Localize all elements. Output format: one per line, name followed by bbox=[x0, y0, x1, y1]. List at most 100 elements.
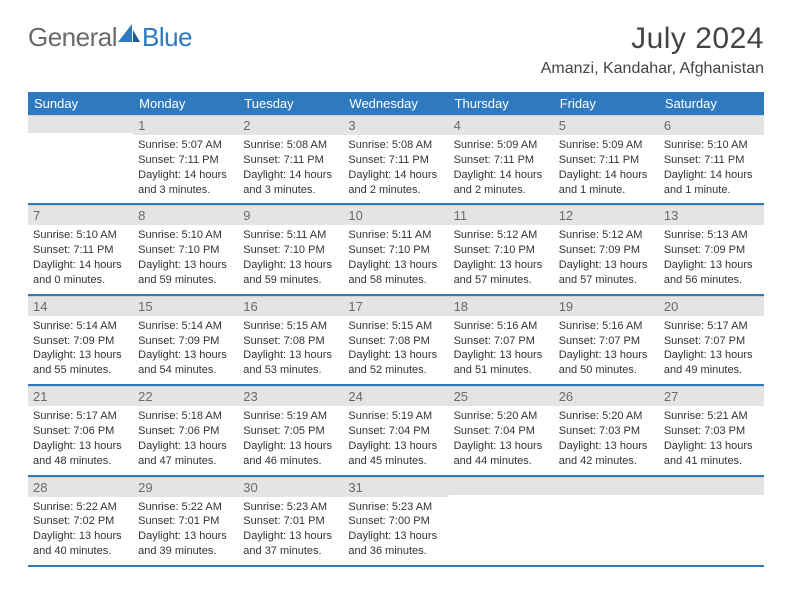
day-body: Sunrise: 5:23 AMSunset: 7:01 PMDaylight:… bbox=[238, 497, 343, 565]
day-body: Sunrise: 5:22 AMSunset: 7:01 PMDaylight:… bbox=[133, 497, 238, 565]
calendar-cell: 22Sunrise: 5:18 AMSunset: 7:06 PMDayligh… bbox=[133, 385, 238, 475]
calendar-week: 28Sunrise: 5:22 AMSunset: 7:02 PMDayligh… bbox=[28, 476, 764, 566]
calendar-cell: 28 Sunrise: 5:22 AMSunset: 7:02 PMDayligh… bbox=[28, 476, 133, 566]
day-body: Sunrise: 5:21 AMSunset: 7:03 PMDaylight:… bbox=[659, 406, 764, 474]
col-sunday: Sunday bbox=[28, 92, 133, 115]
sunset-text: Sunset: 7:11 PM bbox=[243, 153, 338, 168]
sunrise-text: Sunrise: 5:23 AM bbox=[348, 500, 443, 515]
day-body bbox=[554, 495, 659, 504]
daylight-text: Daylight: 14 hours and 2 minutes. bbox=[454, 168, 549, 198]
calendar-cell: 17Sunrise: 5:15 AMSunset: 7:08 PMDayligh… bbox=[343, 295, 448, 385]
brand-logo: General Blue bbox=[28, 22, 192, 53]
daylight-text: Daylight: 14 hours and 3 minutes. bbox=[138, 168, 233, 198]
brand-general: General bbox=[28, 22, 117, 53]
sunrise-text: Sunrise: 5:19 AM bbox=[348, 409, 443, 424]
calendar-cell: 23Sunrise: 5:19 AMSunset: 7:05 PMDayligh… bbox=[238, 385, 343, 475]
daylight-text: Daylight: 13 hours and 54 minutes. bbox=[138, 348, 233, 378]
day-number bbox=[28, 115, 133, 133]
sunset-text: Sunset: 7:09 PM bbox=[33, 334, 128, 349]
day-body: Sunrise: 5:07 AMSunset: 7:11 PMDaylight:… bbox=[133, 135, 238, 203]
sunset-text: Sunset: 7:04 PM bbox=[348, 424, 443, 439]
daylight-text: Daylight: 13 hours and 46 minutes. bbox=[243, 439, 338, 469]
day-number: 28 bbox=[28, 477, 133, 497]
calendar-cell: 7Sunrise: 5:10 AMSunset: 7:11 PMDaylight… bbox=[28, 204, 133, 294]
daylight-text: Daylight: 13 hours and 48 minutes. bbox=[33, 439, 128, 469]
daylight-text: Daylight: 13 hours and 53 minutes. bbox=[243, 348, 338, 378]
sunset-text: Sunset: 7:11 PM bbox=[664, 153, 759, 168]
calendar-week: 1Sunrise: 5:07 AMSunset: 7:11 PMDaylight… bbox=[28, 115, 764, 204]
calendar-cell: 25Sunrise: 5:20 AMSunset: 7:04 PMDayligh… bbox=[449, 385, 554, 475]
daylight-text: Daylight: 13 hours and 44 minutes. bbox=[454, 439, 549, 469]
day-number: 9 bbox=[238, 205, 343, 225]
day-number: 10 bbox=[343, 205, 448, 225]
calendar-cell: 15Sunrise: 5:14 AMSunset: 7:09 PMDayligh… bbox=[133, 295, 238, 385]
sunrise-text: Sunrise: 5:08 AM bbox=[243, 138, 338, 153]
calendar-cell: 16Sunrise: 5:15 AMSunset: 7:08 PMDayligh… bbox=[238, 295, 343, 385]
calendar-cell: 31Sunrise: 5:23 AMSunset: 7:00 PMDayligh… bbox=[343, 476, 448, 566]
calendar-cell: 4Sunrise: 5:09 AMSunset: 7:11 PMDaylight… bbox=[449, 115, 554, 204]
sunset-text: Sunset: 7:03 PM bbox=[664, 424, 759, 439]
daylight-text: Daylight: 13 hours and 59 minutes. bbox=[138, 258, 233, 288]
sunset-text: Sunset: 7:09 PM bbox=[559, 243, 654, 258]
calendar-cell: 19Sunrise: 5:16 AMSunset: 7:07 PMDayligh… bbox=[554, 295, 659, 385]
day-number: 7 bbox=[28, 205, 133, 225]
calendar-cell: 3Sunrise: 5:08 AMSunset: 7:11 PMDaylight… bbox=[343, 115, 448, 204]
sunrise-text: Sunrise: 5:14 AM bbox=[138, 319, 233, 334]
col-saturday: Saturday bbox=[659, 92, 764, 115]
calendar-cell: 8Sunrise: 5:10 AMSunset: 7:10 PMDaylight… bbox=[133, 204, 238, 294]
col-tuesday: Tuesday bbox=[238, 92, 343, 115]
daylight-text: Daylight: 14 hours and 1 minute. bbox=[664, 168, 759, 198]
day-number: 18 bbox=[449, 296, 554, 316]
day-number: 30 bbox=[238, 477, 343, 497]
daylight-text: Daylight: 13 hours and 37 minutes. bbox=[243, 529, 338, 559]
sunrise-text: Sunrise: 5:22 AM bbox=[33, 500, 128, 515]
day-body: Sunrise: 5:08 AMSunset: 7:11 PMDaylight:… bbox=[238, 135, 343, 203]
day-number: 17 bbox=[343, 296, 448, 316]
day-body: Sunrise: 5:09 AMSunset: 7:11 PMDaylight:… bbox=[449, 135, 554, 203]
sunset-text: Sunset: 7:02 PM bbox=[33, 514, 128, 529]
sunrise-text: Sunrise: 5:15 AM bbox=[348, 319, 443, 334]
calendar-week: 7Sunrise: 5:10 AMSunset: 7:11 PMDaylight… bbox=[28, 204, 764, 294]
day-body: Sunrise: 5:20 AMSunset: 7:04 PMDaylight:… bbox=[449, 406, 554, 474]
day-body: Sunrise: 5:15 AMSunset: 7:08 PMDaylight:… bbox=[343, 316, 448, 384]
day-number: 19 bbox=[554, 296, 659, 316]
day-body: Sunrise: 5:12 AMSunset: 7:09 PMDaylight:… bbox=[554, 225, 659, 293]
day-body: Sunrise: 5:19 AMSunset: 7:05 PMDaylight:… bbox=[238, 406, 343, 474]
calendar-cell: 24Sunrise: 5:19 AMSunset: 7:04 PMDayligh… bbox=[343, 385, 448, 475]
sunset-text: Sunset: 7:07 PM bbox=[454, 334, 549, 349]
day-body bbox=[28, 133, 133, 142]
calendar-cell bbox=[554, 476, 659, 566]
sunrise-text: Sunrise: 5:12 AM bbox=[454, 228, 549, 243]
daylight-text: Daylight: 13 hours and 40 minutes. bbox=[33, 529, 128, 559]
day-body: Sunrise: 5:14 AMSunset: 7:09 PMDaylight:… bbox=[133, 316, 238, 384]
day-body: Sunrise: 5:16 AMSunset: 7:07 PMDaylight:… bbox=[449, 316, 554, 384]
day-number: 26 bbox=[554, 386, 659, 406]
calendar-cell bbox=[28, 115, 133, 204]
sunrise-text: Sunrise: 5:12 AM bbox=[559, 228, 654, 243]
day-body: Sunrise: 5:23 AMSunset: 7:00 PMDaylight:… bbox=[343, 497, 448, 565]
day-number: 31 bbox=[343, 477, 448, 497]
sunrise-text: Sunrise: 5:20 AM bbox=[454, 409, 549, 424]
col-friday: Friday bbox=[554, 92, 659, 115]
daylight-text: Daylight: 13 hours and 47 minutes. bbox=[138, 439, 233, 469]
sunset-text: Sunset: 7:08 PM bbox=[348, 334, 443, 349]
calendar-cell: 12Sunrise: 5:12 AMSunset: 7:09 PMDayligh… bbox=[554, 204, 659, 294]
sunset-text: Sunset: 7:07 PM bbox=[664, 334, 759, 349]
daylight-text: Daylight: 13 hours and 50 minutes. bbox=[559, 348, 654, 378]
day-number: 6 bbox=[659, 115, 764, 135]
sunrise-text: Sunrise: 5:09 AM bbox=[454, 138, 549, 153]
daylight-text: Daylight: 13 hours and 36 minutes. bbox=[348, 529, 443, 559]
sunset-text: Sunset: 7:10 PM bbox=[454, 243, 549, 258]
col-thursday: Thursday bbox=[449, 92, 554, 115]
day-body: Sunrise: 5:08 AMSunset: 7:11 PMDaylight:… bbox=[343, 135, 448, 203]
sunset-text: Sunset: 7:01 PM bbox=[243, 514, 338, 529]
day-body: Sunrise: 5:19 AMSunset: 7:04 PMDaylight:… bbox=[343, 406, 448, 474]
day-number: 23 bbox=[238, 386, 343, 406]
sunset-text: Sunset: 7:09 PM bbox=[664, 243, 759, 258]
day-body: Sunrise: 5:14 AMSunset: 7:09 PMDaylight:… bbox=[28, 316, 133, 384]
sunrise-text: Sunrise: 5:22 AM bbox=[138, 500, 233, 515]
sunset-text: Sunset: 7:09 PM bbox=[138, 334, 233, 349]
day-body: Sunrise: 5:17 AMSunset: 7:06 PMDaylight:… bbox=[28, 406, 133, 474]
calendar-cell: 29Sunrise: 5:22 AMSunset: 7:01 PMDayligh… bbox=[133, 476, 238, 566]
title-block: July 2024 Amanzi, Kandahar, Afghanistan bbox=[541, 22, 764, 78]
